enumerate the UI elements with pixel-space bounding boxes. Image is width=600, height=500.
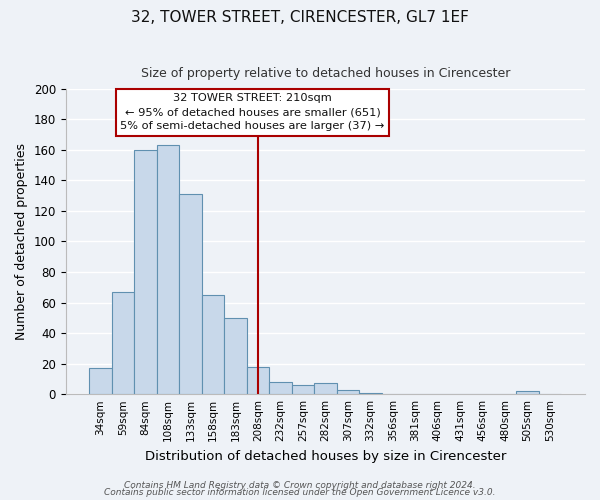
X-axis label: Distribution of detached houses by size in Cirencester: Distribution of detached houses by size … bbox=[145, 450, 506, 462]
Bar bbox=[89, 368, 112, 394]
Bar bbox=[517, 391, 539, 394]
Bar bbox=[247, 366, 269, 394]
Bar bbox=[179, 194, 202, 394]
Bar bbox=[269, 382, 292, 394]
Text: 32, TOWER STREET, CIRENCESTER, GL7 1EF: 32, TOWER STREET, CIRENCESTER, GL7 1EF bbox=[131, 10, 469, 25]
Bar bbox=[224, 318, 247, 394]
Bar bbox=[292, 385, 314, 394]
Bar bbox=[157, 145, 179, 394]
Y-axis label: Number of detached properties: Number of detached properties bbox=[15, 143, 28, 340]
Text: Contains public sector information licensed under the Open Government Licence v3: Contains public sector information licen… bbox=[104, 488, 496, 497]
Bar bbox=[337, 390, 359, 394]
Bar bbox=[202, 295, 224, 394]
Text: Contains HM Land Registry data © Crown copyright and database right 2024.: Contains HM Land Registry data © Crown c… bbox=[124, 480, 476, 490]
Bar bbox=[314, 384, 337, 394]
Bar bbox=[134, 150, 157, 394]
Title: Size of property relative to detached houses in Cirencester: Size of property relative to detached ho… bbox=[140, 68, 510, 80]
Bar bbox=[359, 392, 382, 394]
Text: 32 TOWER STREET: 210sqm
← 95% of detached houses are smaller (651)
5% of semi-de: 32 TOWER STREET: 210sqm ← 95% of detache… bbox=[121, 93, 385, 131]
Bar bbox=[112, 292, 134, 394]
